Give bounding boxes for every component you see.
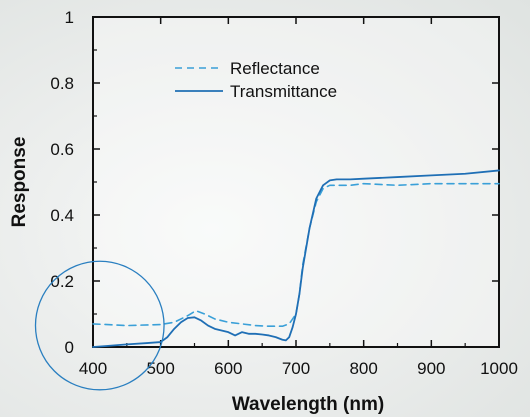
x-tick-label: 400: [79, 359, 107, 378]
legend-label-transmittance: Transmittance: [230, 82, 337, 101]
series-line-reflectance: [92, 182, 500, 328]
x-tick-label: 700: [282, 359, 310, 378]
plot-frame: [92, 16, 500, 348]
x-tick-label: 1000: [480, 359, 518, 378]
y-tick-label: 0: [65, 338, 74, 357]
series-line-transmittance: [92, 169, 500, 348]
y-tick-label: 0.8: [50, 74, 74, 93]
x-axis-label: Wavelength (nm): [232, 394, 384, 415]
x-tick-label: 900: [417, 359, 445, 378]
y-tick-label: 0.4: [50, 206, 74, 225]
x-tick-label: 800: [349, 359, 377, 378]
y-tick-label: 1: [65, 8, 74, 27]
highlight-circle: [34, 260, 165, 391]
x-tick-label: 600: [214, 359, 242, 378]
y-axis-label: Response: [9, 137, 30, 228]
y-tick-label: 0.2: [50, 272, 74, 291]
y-tick-label: 0.6: [50, 140, 74, 159]
legend-label-reflectance: Reflectance: [230, 59, 320, 78]
x-tick-label: 500: [146, 359, 174, 378]
